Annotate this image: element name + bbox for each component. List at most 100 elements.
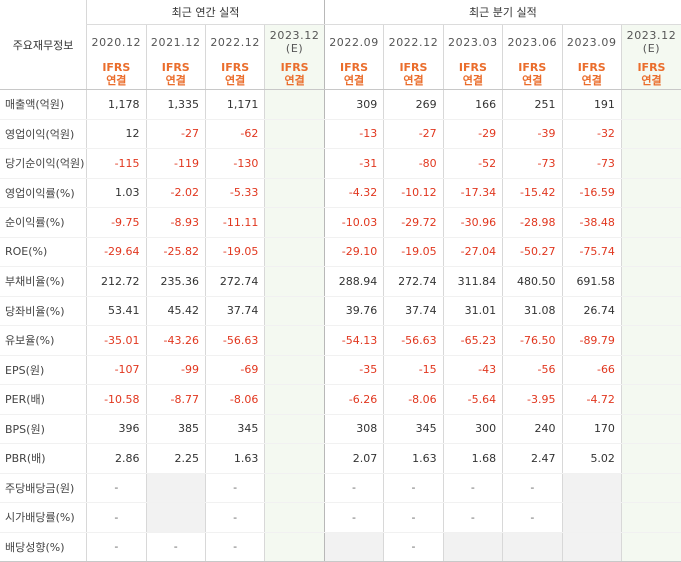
value-cell: 53.41	[86, 296, 147, 326]
value-cell: 37.74	[383, 296, 444, 326]
table-row: ROE(%) -29.64 -25.82 -19.05 -29.10 -19.05 -27.…	[0, 237, 681, 267]
standard-label: IFRS	[399, 61, 428, 74]
accounting-standard: IFRS 연결	[620, 59, 681, 90]
row-label: 시가배당률(%)	[0, 502, 87, 533]
estimate-cell	[620, 354, 681, 385]
value-cell: 2.86	[86, 443, 147, 474]
value-cell: -62	[204, 119, 265, 149]
row-label: EPS(원)	[0, 354, 87, 385]
estimate-cell	[620, 119, 681, 149]
estimate-cell	[620, 443, 681, 474]
value-cell: 1.63	[383, 443, 444, 474]
value-cell: 170	[561, 414, 622, 444]
value-cell: 396	[86, 414, 147, 444]
value-cell: 272.74	[383, 266, 444, 297]
value-cell: 1.03	[86, 177, 147, 208]
empty-cell	[323, 532, 384, 562]
value-cell: -17.34	[442, 177, 503, 208]
estimate-cell	[264, 502, 325, 533]
table-row: PER(배) -10.58 -8.77 -8.06 -6.26 -8.06 -5.64 -3.…	[0, 384, 681, 415]
value-cell: -54.13	[323, 325, 384, 356]
value-cell: 385	[145, 414, 206, 444]
value-cell: -15.42	[502, 177, 563, 208]
value-cell: -43.26	[145, 325, 206, 356]
value-cell: -11.11	[204, 207, 265, 238]
value-cell: -	[323, 472, 384, 503]
period-header: 2020.12	[86, 24, 147, 59]
table-row: 유보율(%) -35.01 -43.26 -56.63 -54.13 -56.63 -65.…	[0, 325, 681, 356]
estimate-cell	[264, 89, 325, 120]
value-cell: 26.74	[561, 296, 622, 326]
row-label: 주당배당금(원)	[0, 472, 87, 503]
value-cell: 272.74	[204, 266, 265, 297]
empty-cell	[561, 532, 622, 562]
value-cell: -	[204, 532, 265, 562]
empty-cell	[442, 532, 503, 562]
empty-cell	[145, 472, 206, 503]
value-cell: -6.26	[323, 384, 384, 415]
value-cell: -5.64	[442, 384, 503, 415]
value-cell: -43	[442, 354, 503, 385]
value-cell: -30.96	[442, 207, 503, 238]
estimate-note: (E)	[285, 42, 304, 55]
value-cell: -27	[145, 119, 206, 149]
consolidation-label: 연결	[641, 74, 662, 87]
accounting-standard: IFRS 연결	[442, 59, 503, 90]
value-cell: 288.94	[323, 266, 384, 297]
standard-label: IFRS	[102, 61, 131, 74]
value-cell: -10.58	[86, 384, 147, 415]
value-cell: -4.72	[561, 384, 622, 415]
estimate-cell	[264, 472, 325, 503]
value-cell: -3.95	[502, 384, 563, 415]
value-cell: 251	[502, 89, 563, 120]
estimate-cell	[264, 384, 325, 415]
period-header: 2022.12	[204, 24, 265, 59]
accounting-standard: IFRS 연결	[383, 59, 444, 90]
estimate-cell	[264, 443, 325, 474]
estimate-cell	[620, 207, 681, 238]
consolidation-label: 연결	[284, 74, 305, 87]
table-row: 매출액(억원) 1,178 1,335 1,171 309 269 166 251 191	[0, 89, 681, 120]
value-cell: -8.93	[145, 207, 206, 238]
value-cell: 39.76	[323, 296, 384, 326]
value-cell: 309	[323, 89, 384, 120]
estimate-cell	[264, 266, 325, 297]
row-label: 영업이익(억원)	[0, 119, 87, 149]
value-cell: 308	[323, 414, 384, 444]
value-cell: -10.12	[383, 177, 444, 208]
period-header: 2023.06	[502, 24, 563, 59]
value-cell: -	[204, 472, 265, 503]
value-cell: 1,178	[86, 89, 147, 120]
value-cell: -29.72	[383, 207, 444, 238]
consolidation-label: 연결	[581, 74, 602, 87]
estimate-cell	[620, 325, 681, 356]
period-header: 2022.12	[383, 24, 444, 59]
annual-results-header: 최근 연간 실적	[86, 0, 325, 25]
accounting-standard: IFRS 연결	[204, 59, 265, 90]
table-row: 영업이익률(%) 1.03 -2.02 -5.33 -4.32 -10.12 -17.34-…	[0, 177, 681, 208]
value-cell: -75.74	[561, 237, 622, 267]
value-cell: 691.58	[561, 266, 622, 297]
value-cell: -80	[383, 148, 444, 179]
value-cell: -10.03	[323, 207, 384, 238]
estimate-cell	[264, 325, 325, 356]
value-cell: 269	[383, 89, 444, 120]
value-cell: -	[502, 472, 563, 503]
estimate-cell	[620, 266, 681, 297]
estimate-cell	[620, 177, 681, 208]
value-cell: -31	[323, 148, 384, 179]
value-cell: -73	[561, 148, 622, 179]
estimate-cell	[264, 296, 325, 326]
value-cell: -107	[86, 354, 147, 385]
value-cell: -25.82	[145, 237, 206, 267]
value-cell: 300	[442, 414, 503, 444]
value-cell: -	[442, 472, 503, 503]
value-cell: -15	[383, 354, 444, 385]
accounting-standard: IFRS 연결	[86, 59, 147, 90]
empty-cell	[561, 502, 622, 533]
value-cell: 12	[86, 119, 147, 149]
estimate-cell	[264, 237, 325, 267]
empty-cell	[145, 502, 206, 533]
value-cell: -130	[204, 148, 265, 179]
